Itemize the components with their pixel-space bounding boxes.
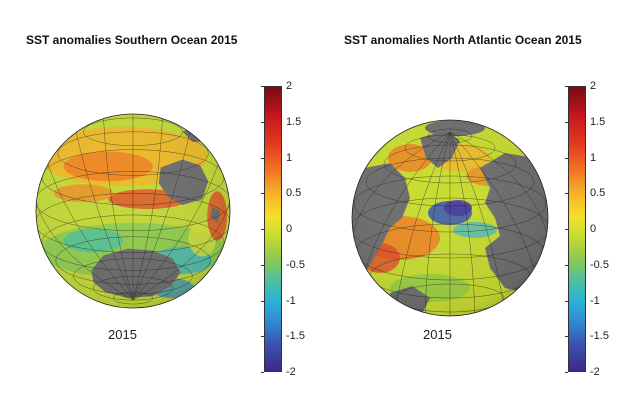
colorbar: 2 1.5 1 0.5 0 -0.5 -1 -1.5 -2 — [564, 80, 609, 378]
colorbar-tick: 1 — [260, 151, 293, 164]
colorbar-tick: 1 — [564, 151, 597, 164]
year-label: 2015 — [108, 327, 137, 342]
panel-north-atlantic: SST anomalies North Atlantic Ocean 2015 — [320, 0, 640, 411]
north-atlantic-globe — [351, 119, 549, 317]
colorbar-tick: -1 — [261, 294, 296, 307]
colorbar-tick: -1.5 — [565, 330, 609, 343]
colorbar-gradient — [568, 86, 586, 372]
colorbar-tick: 0.5 — [564, 187, 606, 200]
colorbar-gradient — [264, 86, 282, 372]
colorbar: 2 1.5 1 0.5 0 -0.5 -1 -1.5 -2 — [260, 80, 305, 378]
colorbar-tick: -1 — [565, 294, 600, 307]
map-title: SST anomalies North Atlantic Ocean 2015 — [344, 33, 582, 47]
map-title: SST anomalies Southern Ocean 2015 — [26, 33, 238, 47]
colorbar-tick: 0 — [564, 223, 597, 235]
colorbar-tick: -0.5 — [565, 258, 609, 271]
colorbar-tick: -1.5 — [261, 330, 305, 343]
southern-ocean-globe — [35, 113, 231, 309]
colorbar-tick: 2 — [260, 80, 293, 92]
colorbar-tick: 2 — [564, 80, 597, 92]
colorbar-tick: -2 — [261, 366, 296, 378]
colorbar-tick: 0.5 — [260, 187, 302, 200]
colorbar-tick: -0.5 — [261, 258, 305, 271]
year-label: 2015 — [423, 327, 452, 342]
colorbar-tick: 1.5 — [260, 115, 302, 128]
colorbar-tick: 0 — [260, 223, 293, 235]
colorbar-tick: 1.5 — [564, 115, 606, 128]
colorbar-tick: -2 — [565, 366, 600, 378]
panel-southern-ocean: SST anomalies Southern Ocean 2015 — [26, 33, 305, 378]
